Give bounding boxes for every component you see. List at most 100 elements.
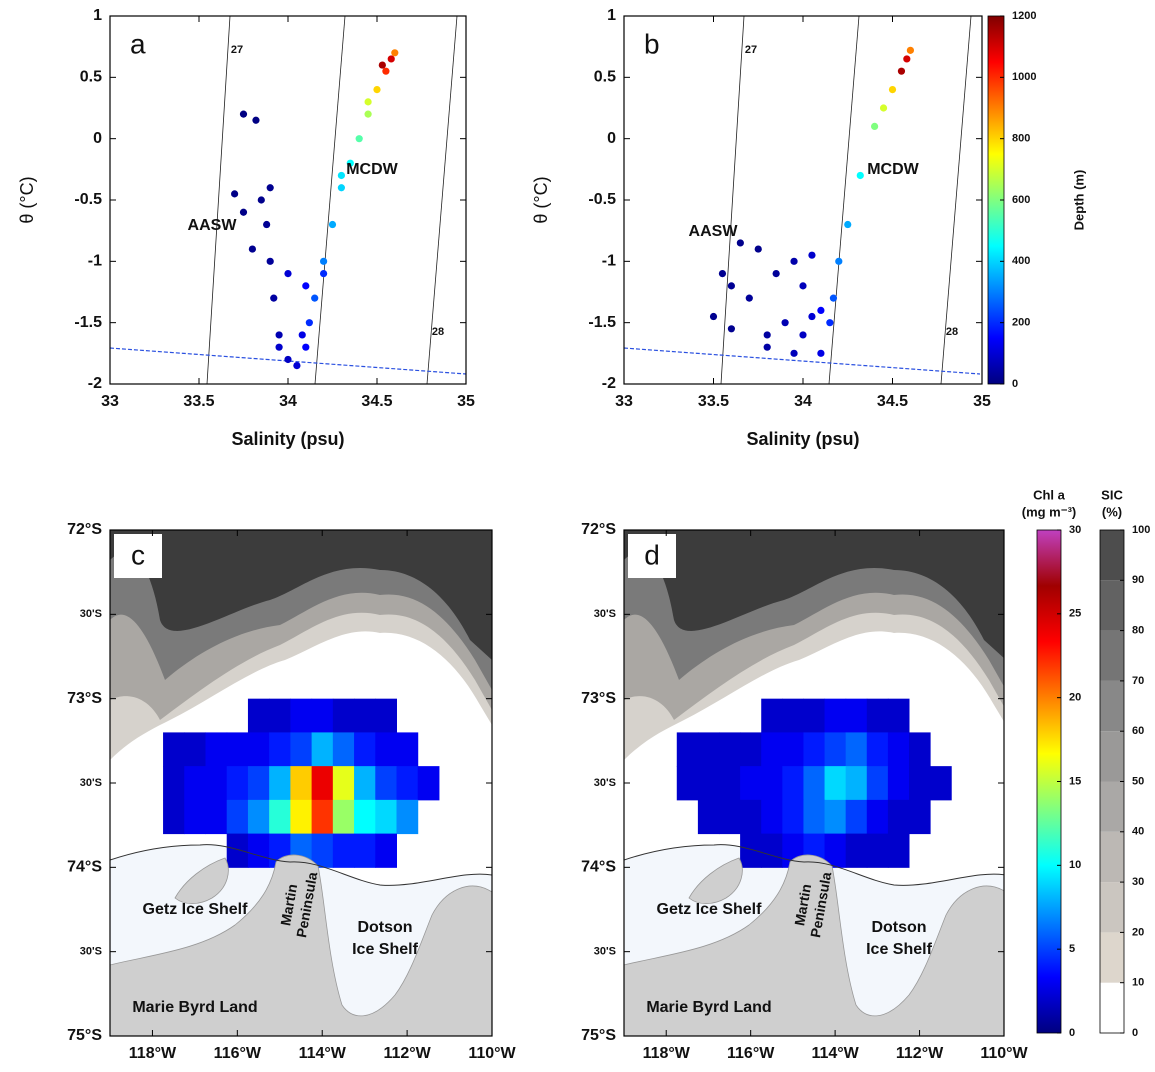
y-tick-label: -1: [602, 253, 616, 270]
y-tick-label: -1: [88, 253, 102, 270]
annotation: AASW: [689, 223, 739, 240]
x-tick-label: 33.5: [183, 393, 214, 410]
points-layer: [231, 46, 915, 370]
chl-cell: [824, 799, 847, 835]
chl-cell: [845, 833, 868, 868]
panel-label-box: [628, 534, 676, 578]
x-tick-label: 114°W: [811, 1045, 859, 1062]
point: [337, 184, 345, 192]
colorbar-swatch: [1100, 530, 1124, 581]
chl-cell: [761, 799, 783, 835]
point: [364, 98, 372, 106]
colorbar-tick-label: 90: [1132, 574, 1144, 586]
chl-cell: [845, 732, 868, 767]
colorbar-tick-label: 0: [1132, 1027, 1138, 1039]
chl-cell: [782, 698, 804, 733]
y-axis-label: θ (°C): [531, 176, 551, 223]
chl-cell: [375, 799, 397, 835]
chl-cell: [866, 732, 889, 767]
land: [110, 844, 492, 1036]
y-tick-label: 30'S: [594, 777, 616, 789]
chl-cell: [269, 698, 291, 733]
y-tick-label: -1.5: [74, 314, 102, 331]
annotation: MCDW: [346, 161, 398, 178]
chl-cell: [247, 833, 270, 868]
point: [871, 122, 879, 130]
chl-cell: [332, 833, 355, 868]
y-tick-label: 0.5: [594, 69, 616, 86]
chl-cell: [226, 766, 249, 801]
chl-cell: [354, 766, 376, 801]
point: [239, 110, 248, 118]
colorbar-title: Chl a: [1033, 487, 1066, 502]
chl-cell: [205, 766, 228, 801]
x-tick-label: 112°W: [383, 1045, 431, 1062]
y-tick-label: -0.5: [74, 191, 102, 208]
annotation: Getz Ice Shelf: [657, 901, 763, 918]
point: [745, 294, 753, 302]
point: [337, 171, 345, 180]
point: [727, 325, 736, 333]
point: [879, 104, 888, 112]
chl-cell: [866, 698, 889, 733]
point: [709, 312, 718, 321]
colorbar-tick-label: 100: [1132, 524, 1150, 536]
isopycnals-copy: [623, 15, 981, 385]
x-tick-label: 110°W: [980, 1045, 1028, 1062]
point: [382, 67, 390, 75]
colorbar-tick-label: 5: [1069, 943, 1075, 955]
chl-cell: [676, 732, 699, 767]
point: [320, 270, 328, 278]
chl-cell: [311, 732, 334, 767]
chl-cell: [803, 732, 826, 767]
chl-cell: [887, 732, 910, 767]
chl-cell: [719, 766, 741, 801]
colorbar-swatch: [1100, 982, 1124, 1033]
colorbar-swatch: [1100, 831, 1124, 883]
y-tick-label: 72°S: [67, 521, 102, 538]
point: [790, 257, 798, 265]
x-tick-label: 116°W: [727, 1045, 775, 1062]
colorbar-swatch: [1100, 580, 1124, 631]
chl-cell: [740, 799, 762, 835]
colorbar-swatch: [1100, 680, 1124, 732]
point: [328, 220, 337, 229]
chl-cell: [909, 732, 931, 767]
plot-frame: [109, 15, 467, 385]
colorbar-title: (%): [1102, 504, 1122, 519]
point: [275, 331, 283, 339]
point: [266, 184, 274, 192]
chl-cell: [761, 766, 783, 801]
colorbar-tick-label: 400: [1012, 255, 1030, 267]
colorbar-tick-label: 30: [1132, 876, 1144, 888]
point: [906, 46, 915, 54]
chl-cell: [163, 732, 185, 767]
chl-cell: [845, 766, 868, 801]
colorbar-tick-label: 25: [1069, 608, 1081, 620]
y-tick-label: 1: [93, 7, 102, 24]
colorbar-tick-label: 30: [1069, 524, 1081, 536]
chl-cell: [332, 698, 355, 733]
chl-cell: [887, 766, 910, 801]
point: [754, 245, 762, 253]
point: [781, 319, 789, 327]
point: [239, 208, 248, 216]
colorbar-tick-label: 40: [1132, 826, 1144, 838]
point: [248, 245, 256, 253]
y-tick-label: 73°S: [67, 690, 102, 707]
y-tick-label: -2: [88, 375, 102, 392]
chl-cell: [247, 732, 270, 767]
point: [252, 116, 260, 124]
chl-cell: [226, 833, 249, 868]
point: [355, 135, 363, 143]
chl-cell: [824, 732, 847, 767]
chl-cell: [354, 833, 376, 868]
x-tick-label: 34: [794, 393, 812, 410]
chl-cell: [740, 833, 762, 868]
chl-cell: [930, 766, 952, 801]
point: [305, 319, 313, 327]
point: [808, 312, 816, 321]
colorbar-title: (mg m⁻³): [1022, 504, 1077, 519]
y-axis-label: θ (°C): [17, 176, 37, 223]
